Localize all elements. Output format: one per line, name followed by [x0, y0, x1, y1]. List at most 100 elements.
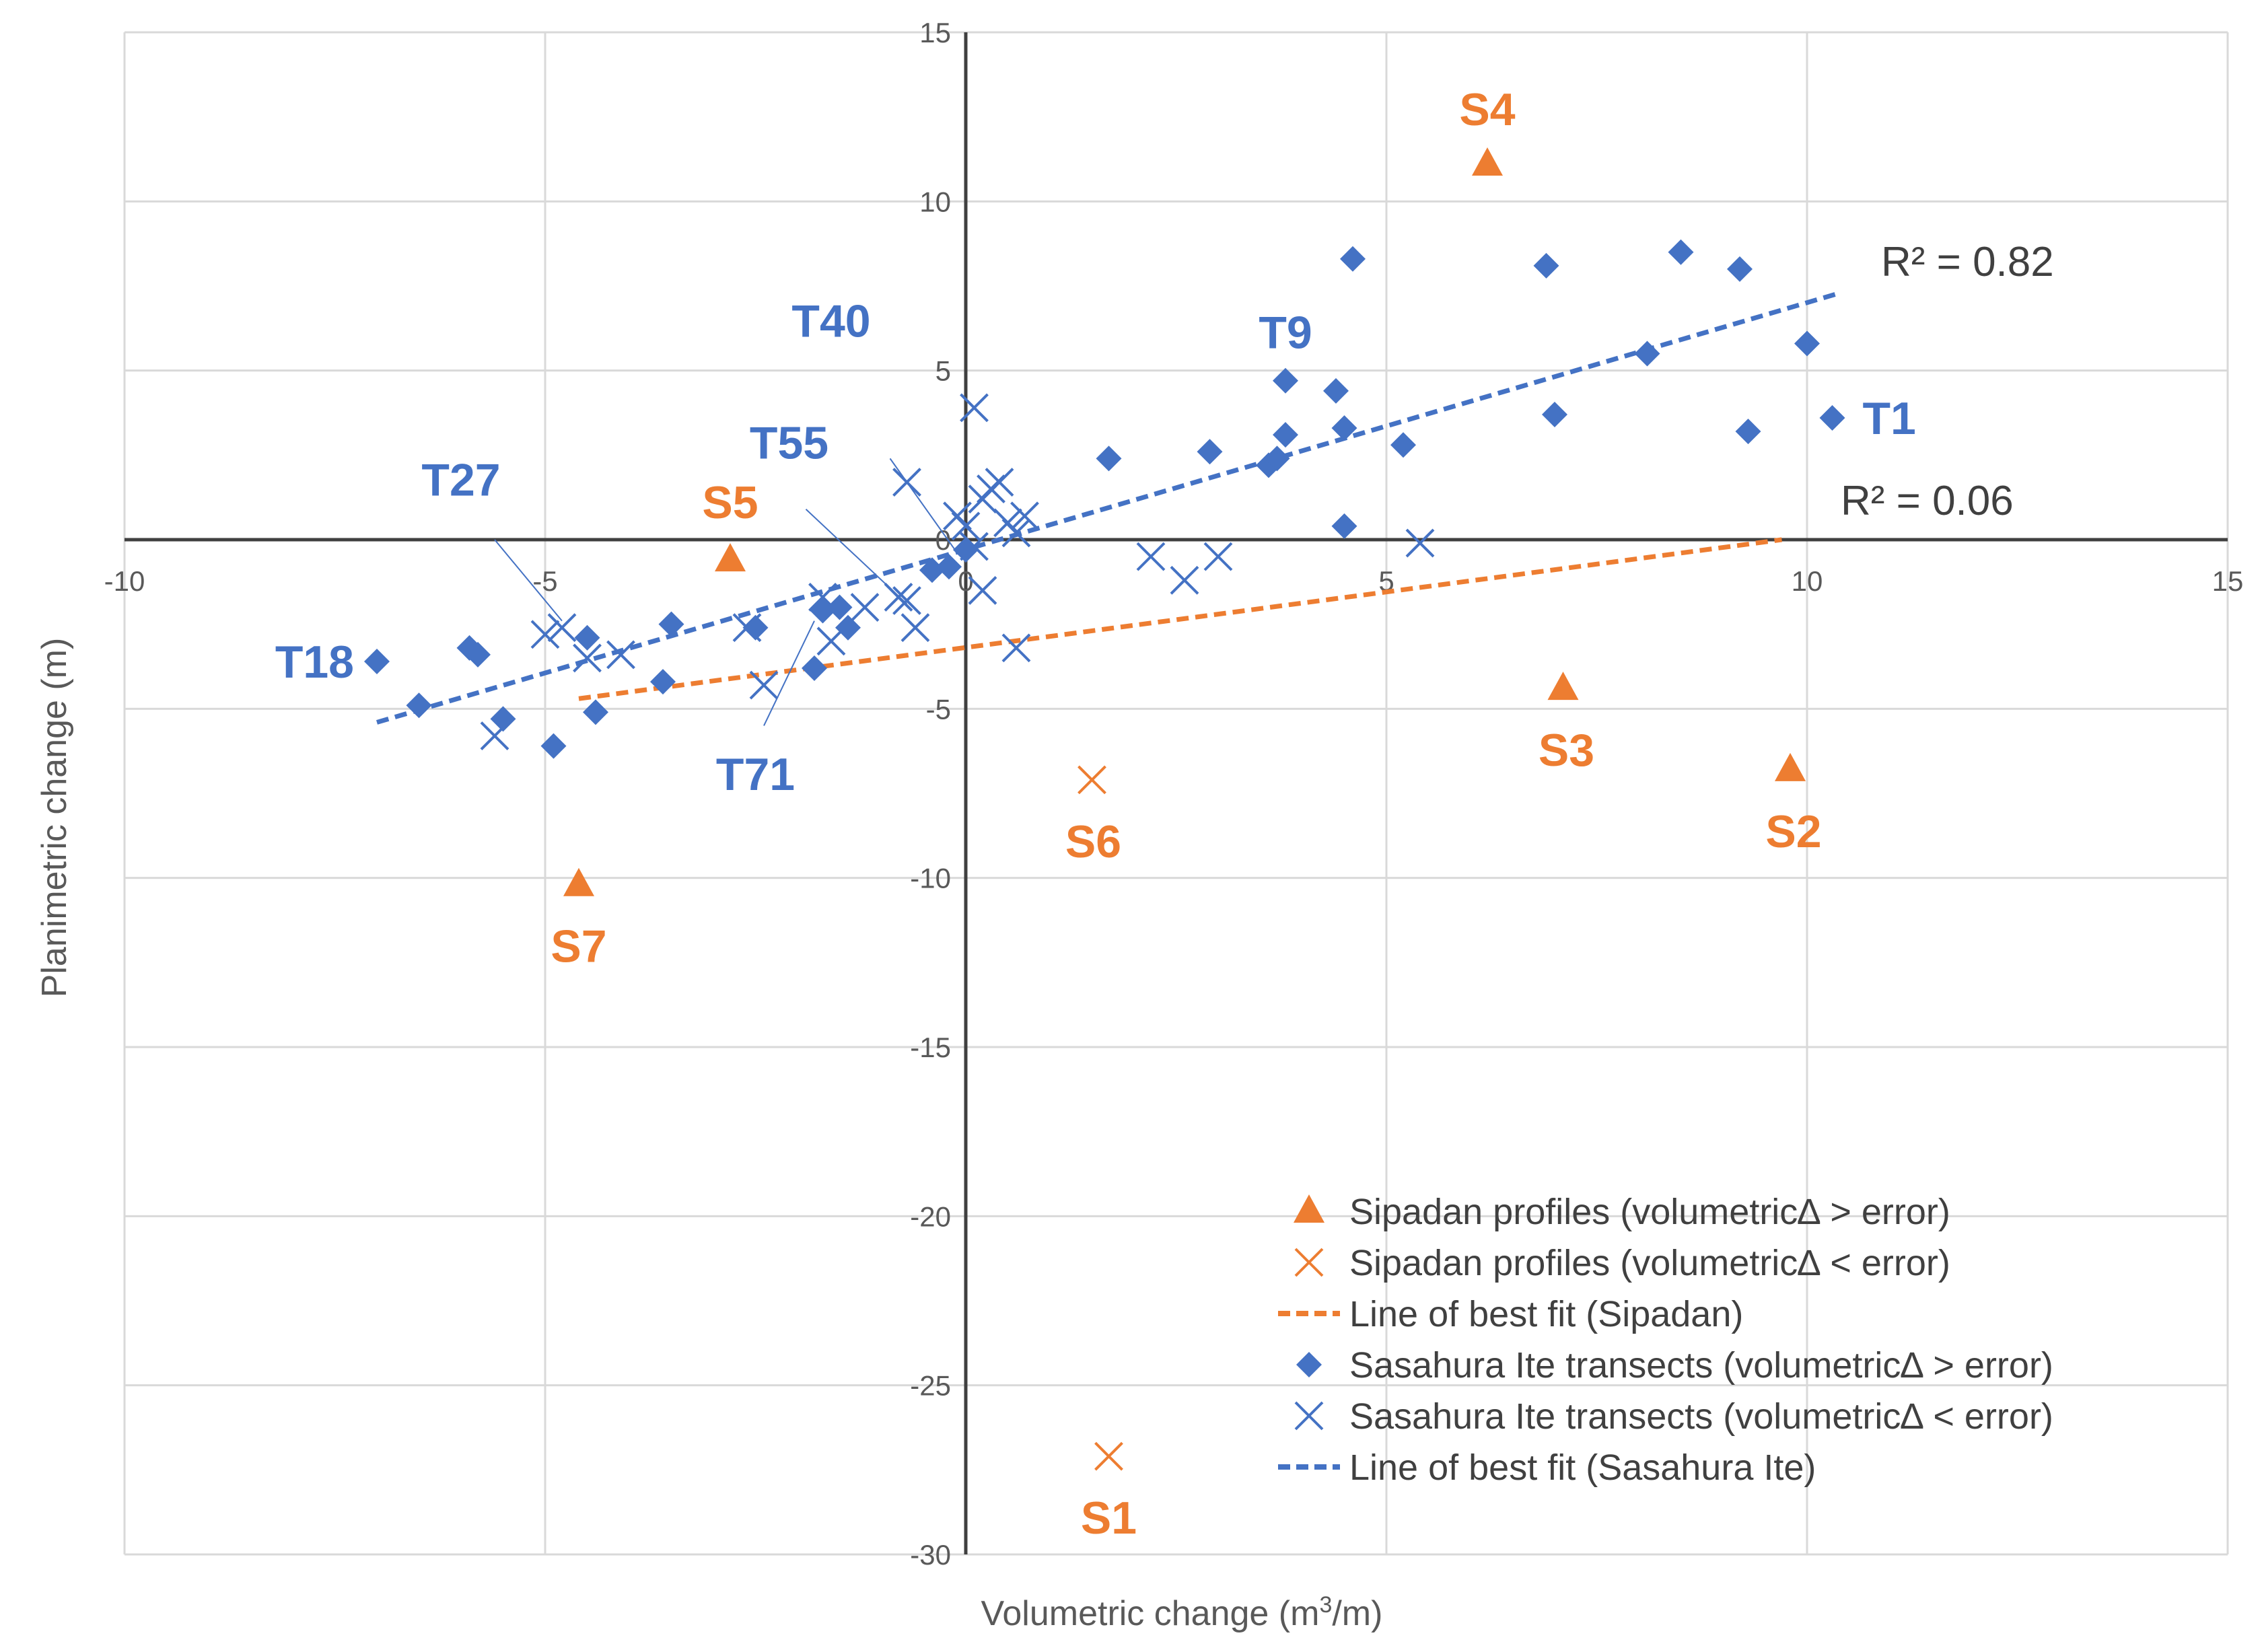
legend-label: Sasahura Ite transects (volumetric∆ < er… — [1349, 1396, 2053, 1437]
x-point — [1094, 1441, 1123, 1471]
legend-label: Sasahura Ite transects (volumetric∆ > er… — [1349, 1345, 2053, 1386]
x-marker-stroke — [816, 626, 846, 656]
x-marker-stroke — [1094, 1441, 1123, 1471]
y-tick-label: -5 — [926, 693, 951, 725]
x-point — [749, 670, 779, 700]
trendline — [578, 537, 1782, 701]
legend-item: Line of best fit (Sasahura Ite) — [1278, 1447, 1816, 1488]
point-label: S5 — [702, 477, 758, 528]
x-marker-stroke — [1001, 633, 1031, 663]
triangle-point — [1547, 672, 1579, 701]
diamond-point — [1794, 330, 1820, 357]
legend-label: Line of best fit (Sasahura Ite) — [1349, 1447, 1816, 1488]
x-marker-stroke — [732, 613, 762, 643]
legend-item: Sipadan profiles (volumetric∆ > error) — [1294, 1192, 1950, 1232]
x-tick-label: 0 — [958, 565, 973, 597]
triangle-point — [715, 543, 746, 572]
x-marker-stroke — [951, 511, 981, 541]
leader-line — [494, 539, 563, 622]
x-marker-stroke — [1405, 528, 1435, 558]
point-label: T55 — [750, 417, 828, 468]
x-marker-stroke — [480, 721, 509, 750]
x-marker-stroke — [985, 468, 1014, 497]
x-point — [1010, 501, 1039, 531]
point-label: S6 — [1065, 816, 1121, 867]
x-marker-stroke — [1010, 501, 1039, 531]
tick-labels: -10 -5 0 5 10 15 15 10 5 0 -5 -10 -15 -20 -25 -30 — [104, 17, 2244, 1571]
x-tick-label: 15 — [2212, 565, 2244, 597]
legend-diamond-symbol — [1296, 1352, 1322, 1377]
diamond-point — [1542, 402, 1567, 428]
x-point — [573, 643, 602, 673]
diamond-point — [742, 614, 769, 641]
diamond-point — [1340, 246, 1366, 272]
data-points — [364, 147, 1845, 1471]
triangle-point — [563, 867, 594, 896]
x-point — [968, 575, 997, 605]
x-point — [480, 721, 509, 750]
x-marker-stroke — [749, 670, 779, 700]
x-point — [951, 511, 981, 541]
trendline — [376, 290, 1841, 725]
diamond-point — [406, 692, 432, 719]
diamond-point — [1533, 252, 1559, 279]
leader-line — [763, 620, 815, 726]
diamond-point — [650, 669, 676, 695]
point-label: S2 — [1765, 806, 1821, 857]
diamond-point — [936, 554, 962, 580]
legend-triangle-symbol — [1294, 1194, 1324, 1223]
legend-item: Sipadan profiles (volumetric∆ < error) — [1294, 1243, 1950, 1283]
x-marker-stroke — [606, 640, 635, 670]
x-point — [530, 620, 560, 649]
legend-item: Sasahura Ite transects (volumetric∆ < er… — [1294, 1396, 2053, 1437]
x-marker-stroke — [1136, 542, 1166, 571]
x-point — [547, 613, 577, 643]
x-point — [1001, 633, 1031, 663]
x-marker-stroke — [1170, 565, 1199, 595]
x-axis-title-tail: /m) — [1332, 1594, 1382, 1633]
x-tick-label: -5 — [532, 565, 557, 597]
diamond-point — [1273, 422, 1298, 448]
x-tick-label: -10 — [104, 565, 145, 597]
x-tick-label: 5 — [1378, 565, 1394, 597]
point-labels: S4 S5 S3 S2 S6 S7 S1 T1 T18 T9 T40 T55 T27 T71 — [275, 84, 1916, 1544]
x-marker-stroke — [1203, 542, 1233, 571]
diamond-point — [1323, 378, 1349, 404]
y-axis-title: Planimetric change (m) — [35, 638, 74, 998]
diamond-point — [658, 611, 684, 637]
point-label: T27 — [421, 455, 500, 506]
diamond-point — [465, 641, 491, 668]
x-marker-stroke — [1294, 1248, 1324, 1277]
diamond-point — [364, 648, 390, 674]
leader-lines — [494, 458, 958, 726]
diamond-point — [540, 733, 567, 759]
x-marker-stroke — [850, 593, 880, 622]
triangle-point — [1472, 147, 1503, 176]
diamond-point — [1273, 367, 1298, 394]
diamond-point — [1819, 405, 1845, 431]
x-marker-stroke — [968, 575, 997, 605]
point-label: T9 — [1259, 308, 1312, 359]
legend-label: Sipadan profiles (volumetric∆ > error) — [1349, 1192, 1950, 1232]
y-tick-label: -25 — [910, 1370, 951, 1402]
point-label: S3 — [1539, 725, 1594, 776]
legend-x-symbol — [1294, 1248, 1324, 1277]
x-point — [1001, 518, 1031, 548]
x-marker-stroke — [892, 586, 921, 615]
diamond-point — [802, 655, 827, 682]
x-point — [1405, 528, 1435, 558]
trend-lines — [376, 290, 1841, 725]
diamond-point — [1390, 432, 1416, 458]
x-point — [1136, 542, 1166, 571]
x-marker-stroke — [547, 613, 577, 643]
x-point — [732, 613, 762, 643]
x-point — [892, 586, 921, 615]
point-label: T1 — [1863, 393, 1916, 444]
x-marker-stroke — [530, 620, 560, 649]
x-point — [808, 583, 837, 612]
x-axis-title-sup: 3 — [1319, 1592, 1332, 1618]
diamond-point — [1331, 513, 1357, 539]
y-tick-label: -20 — [910, 1200, 951, 1232]
